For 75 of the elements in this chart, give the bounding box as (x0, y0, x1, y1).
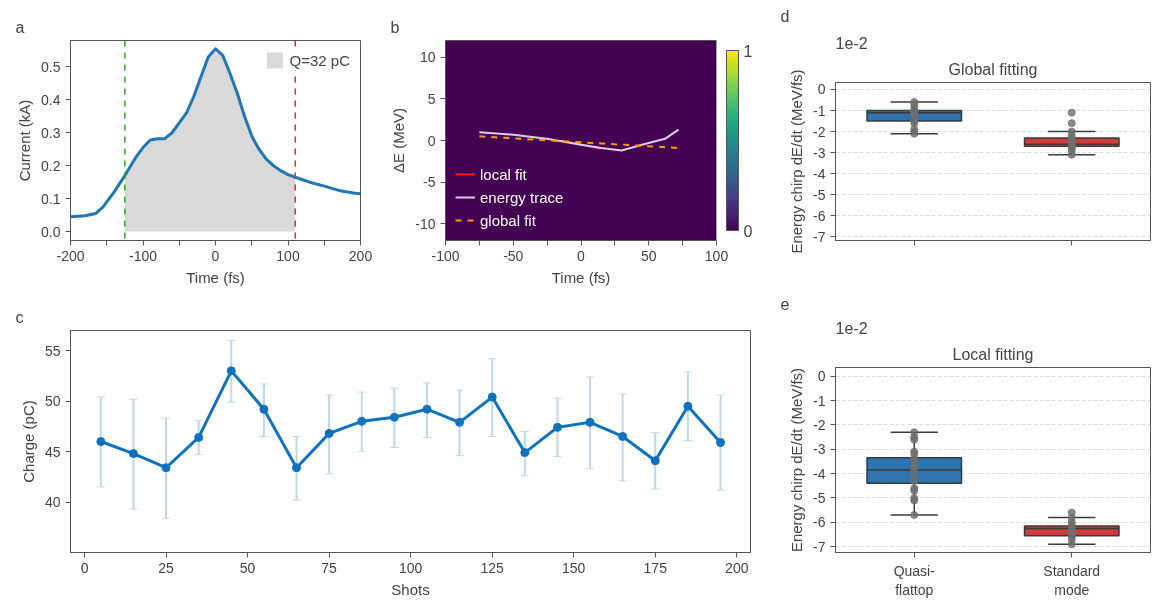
y-tick-label: -5 (423, 174, 436, 191)
text: e (780, 295, 790, 313)
y-tick-label: -2 (813, 416, 826, 433)
y-tick-label: -4 (813, 465, 826, 482)
y-tick-label: -6 (813, 207, 826, 224)
legend-label: Q=32 pC (289, 51, 350, 69)
y-tick-label: 5 (427, 90, 436, 107)
y-tick-label: 0.0 (41, 223, 61, 240)
y-tick-label: -7 (813, 228, 826, 245)
chart-title: Local fitting (952, 345, 1034, 363)
x-axis-title: Time (fs) (186, 268, 245, 286)
x-tick-label: -50 (503, 247, 524, 264)
y-tick-label: -3 (813, 441, 826, 458)
x-tick-label: 50 (640, 247, 657, 264)
y-tick-label: 45 (44, 443, 61, 460)
y-tick-label: -5 (813, 186, 826, 203)
x-tick-label: -100 (128, 247, 158, 264)
x-tick-label: Quasi- flattop (893, 562, 936, 598)
y-tick-label: 10 (419, 49, 436, 66)
y-tick-label: -4 (813, 165, 826, 182)
y-tick-label: 0 (817, 368, 826, 385)
x-tick-label: 175 (643, 559, 668, 576)
text: 1e-2 (835, 34, 868, 52)
y-tick-label: 0.3 (41, 124, 61, 141)
x-tick-label: 0 (211, 247, 220, 264)
y-tick-label: 40 (44, 494, 61, 511)
x-tick-label: 50 (239, 559, 256, 576)
chart-title: Global fitting (948, 60, 1038, 78)
x-tick-label: -100 (431, 247, 460, 264)
y-tick-label: 0.4 (41, 91, 61, 108)
x-axis-title: Time (fs) (551, 268, 611, 286)
legend-label: energy trace (480, 188, 564, 206)
text: c (15, 308, 24, 326)
y-tick-label: -5 (813, 489, 826, 506)
x-tick-label: 150 (562, 559, 586, 576)
y-tick-label: -3 (813, 144, 826, 161)
y-axis-title: Current (kA) (16, 99, 34, 182)
y-tick-label: 55 (44, 342, 61, 359)
x-tick-label: 0 (577, 247, 586, 264)
text: 1e-2 (835, 319, 868, 337)
y-axis-title: Energy chirp dE/dt (MeV/fs) (788, 367, 806, 553)
y-tick-label: 0.5 (41, 58, 61, 75)
y-tick-label: -1 (813, 102, 826, 119)
text: b (390, 18, 400, 36)
legend-label: local fit (480, 165, 527, 183)
x-tick-label: 100 (398, 559, 423, 576)
color-bar-label: 1 (743, 42, 753, 60)
x-tick-label: 200 (725, 559, 749, 576)
y-axis-title: Charge (pC) (19, 400, 37, 483)
text: d (780, 7, 790, 25)
y-tick-label: 0 (427, 132, 436, 149)
y-axis-title: Energy chirp dE/dt (MeV/fs) (788, 69, 806, 254)
x-tick-label: Standard mode (1043, 562, 1101, 598)
y-tick-label: -2 (813, 123, 826, 140)
y-axis-title: ΔE (MeV) (390, 107, 408, 174)
y-tick-label: -10 (415, 215, 436, 232)
x-tick-label: 125 (480, 559, 505, 576)
legend-label: global fit (480, 211, 536, 229)
x-tick-label: 100 (276, 247, 300, 264)
color-bar-label: 0 (743, 222, 753, 240)
x-tick-label: 200 (348, 247, 373, 264)
y-tick-label: -7 (813, 538, 826, 555)
y-tick-label: 50 (44, 393, 61, 410)
x-tick-label: 75 (321, 559, 338, 576)
y-tick-label: -1 (813, 392, 826, 409)
y-tick-label: -6 (813, 514, 826, 531)
text: a (15, 18, 25, 36)
y-tick-label: 0 (817, 81, 826, 98)
x-tick-label: 100 (704, 247, 729, 264)
x-axis-title: Shots (391, 580, 430, 598)
x-tick-label: -200 (56, 247, 85, 264)
x-tick-label: 0 (80, 559, 89, 576)
x-tick-label: 25 (158, 559, 175, 576)
y-tick-label: 0.1 (41, 190, 61, 207)
y-tick-label: 0.2 (41, 157, 61, 174)
